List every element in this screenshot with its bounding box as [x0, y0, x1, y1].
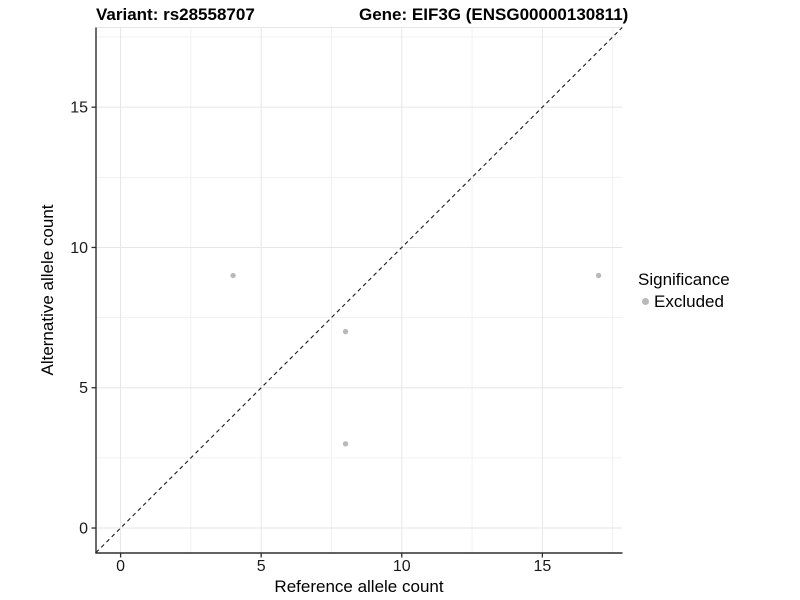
legend: Significance Excluded: [638, 270, 730, 311]
y-axis-title: Alternative allele count: [38, 204, 57, 376]
data-point: [342, 441, 349, 447]
y-tick-label: 15: [70, 100, 88, 117]
x-axis-title: Reference allele count: [274, 577, 444, 596]
plot-title-gene: Gene: EIF3G (ENSG00000130811): [359, 5, 629, 24]
x-tick-label: 10: [393, 558, 411, 575]
x-tick-label: 15: [533, 558, 551, 575]
data-point: [230, 272, 236, 279]
data-point: [342, 328, 349, 335]
x-tick-label: 0: [116, 558, 125, 575]
legend-key-dot: [642, 298, 649, 306]
x-tick-label: 5: [257, 558, 266, 575]
identity-dashed-line: [95, 27, 623, 553]
plot-title-variant: Variant: rs28558707: [96, 5, 255, 24]
legend-title: Significance: [638, 270, 730, 289]
data-point: [595, 272, 602, 279]
legend-item-label: Excluded: [654, 291, 724, 311]
y-tick-label: 5: [79, 380, 88, 397]
y-tick-label: 0: [79, 521, 88, 538]
legend-item-excluded: Excluded: [638, 291, 730, 312]
y-tick-label: 10: [70, 240, 88, 257]
